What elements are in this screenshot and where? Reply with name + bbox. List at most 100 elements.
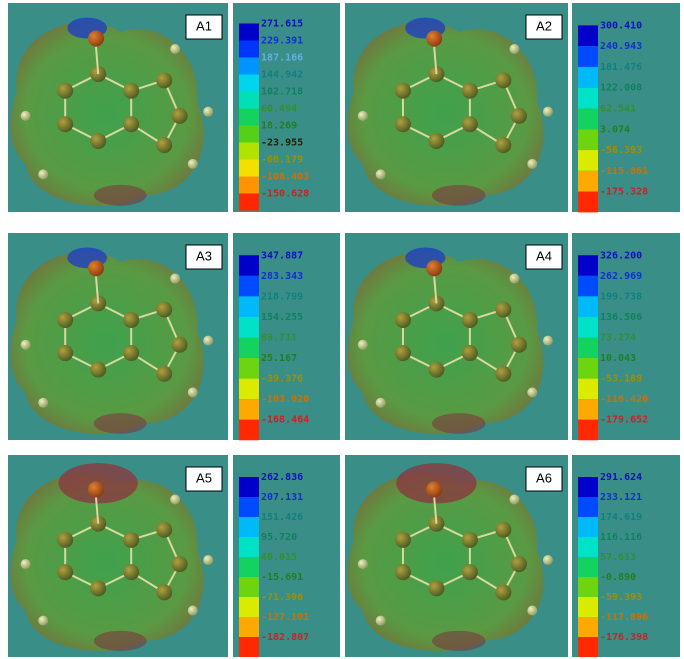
hydrogen-atom	[203, 107, 213, 117]
hydrogen-atom	[358, 111, 368, 121]
panel-tag: A4	[536, 248, 552, 263]
scale-label: -103.920	[261, 394, 309, 405]
scale-swatch	[578, 557, 598, 577]
scale-swatch	[239, 24, 259, 41]
negative-region	[432, 413, 486, 434]
atom	[462, 116, 478, 132]
scale-swatch	[239, 276, 259, 297]
scale-label: 262.836	[261, 472, 303, 483]
scale-label: 218.799	[261, 291, 303, 302]
oxygen-atom	[88, 260, 104, 276]
scale-swatch	[578, 88, 598, 109]
scale-swatch	[239, 617, 259, 637]
hydrogen-atom	[376, 169, 386, 179]
hydrogen-atom	[38, 398, 48, 408]
panel: A2300.410240.943181.476122.00862.5413.07…	[345, 3, 680, 212]
atom	[57, 345, 73, 361]
atom	[462, 345, 478, 361]
atom	[156, 522, 172, 538]
scale-label: 181.476	[600, 62, 642, 73]
scale-label: 151.426	[261, 512, 303, 523]
atom	[495, 302, 511, 318]
scale-swatch	[239, 420, 259, 441]
scale-swatch	[578, 358, 598, 379]
scale-label: 271.615	[261, 19, 303, 30]
oxygen-atom	[426, 31, 442, 47]
scale-label: 62.541	[600, 104, 636, 115]
scale-label: -56.393	[600, 145, 642, 156]
atom	[395, 312, 411, 328]
scale-label: -108.403	[261, 172, 309, 183]
hydrogen-atom	[170, 494, 180, 504]
atom	[495, 366, 511, 382]
scale-swatch	[239, 477, 259, 497]
scale-swatch	[239, 317, 259, 338]
scale-swatch	[239, 92, 259, 109]
scale-swatch	[578, 25, 598, 46]
scale-label: 207.131	[261, 492, 303, 503]
scale-label: -127.101	[261, 612, 309, 623]
scale-swatch	[239, 338, 259, 359]
hydrogen-atom	[376, 398, 386, 408]
panel-tag: A6	[536, 470, 552, 485]
hydrogen-atom	[38, 169, 48, 179]
scale-label: 187.166	[261, 53, 303, 64]
oxygen-atom	[426, 260, 442, 276]
scale-swatch	[578, 617, 598, 637]
scale-swatch	[239, 160, 259, 177]
atom	[395, 564, 411, 580]
atom	[90, 133, 106, 149]
panel-tag: A1	[196, 18, 212, 33]
scale-swatch	[239, 75, 259, 92]
negative-region	[94, 631, 147, 651]
scale-swatch	[578, 399, 598, 420]
hydrogen-atom	[358, 340, 368, 350]
scale-label: 89.711	[261, 333, 297, 344]
atom	[123, 83, 139, 99]
scale-swatch	[578, 150, 598, 171]
atom	[462, 564, 478, 580]
scale-swatch	[578, 477, 598, 497]
scale-swatch	[578, 637, 598, 657]
scale-label: 262.969	[600, 271, 642, 282]
scale-swatch	[239, 399, 259, 420]
scale-swatch	[578, 317, 598, 338]
scale-swatch	[239, 537, 259, 557]
hydrogen-atom	[170, 274, 180, 284]
negative-region	[94, 413, 147, 434]
scale-label: 144.942	[261, 70, 303, 81]
scale-label: 18.269	[261, 121, 297, 132]
scale-label: 154.255	[261, 312, 303, 323]
scale-label: 3.074	[600, 124, 630, 135]
atom	[428, 362, 444, 378]
hydrogen-atom	[543, 107, 553, 117]
hydrogen-atom	[527, 387, 537, 397]
scale-label: 300.410	[600, 20, 642, 31]
scale-swatch	[578, 46, 598, 67]
atom	[495, 584, 511, 600]
hydrogen-atom	[188, 387, 198, 397]
hydrogen-atom	[21, 111, 31, 121]
hydrogen-atom	[188, 159, 198, 169]
scale-swatch	[578, 276, 598, 297]
figure: A1271.615229.391187.166144.942102.71860.…	[0, 0, 684, 659]
atom	[156, 584, 172, 600]
oxygen-atom	[88, 481, 104, 497]
atom	[90, 362, 106, 378]
atom	[172, 556, 188, 572]
scale-swatch	[578, 537, 598, 557]
scale-label: 136.506	[600, 312, 642, 323]
scale-swatch	[239, 41, 259, 58]
panel: A6291.624233.121174.619116.11657.613-0.8…	[345, 455, 680, 657]
scale-label: 199.738	[600, 291, 642, 302]
hydrogen-atom	[170, 44, 180, 54]
scale-swatch	[578, 338, 598, 359]
hydrogen-atom	[509, 494, 519, 504]
hydrogen-atom	[188, 606, 198, 616]
oxygen-atom	[426, 481, 442, 497]
scale-swatch	[578, 420, 598, 441]
scale-label: -150.628	[261, 189, 309, 200]
scale-swatch	[578, 67, 598, 88]
